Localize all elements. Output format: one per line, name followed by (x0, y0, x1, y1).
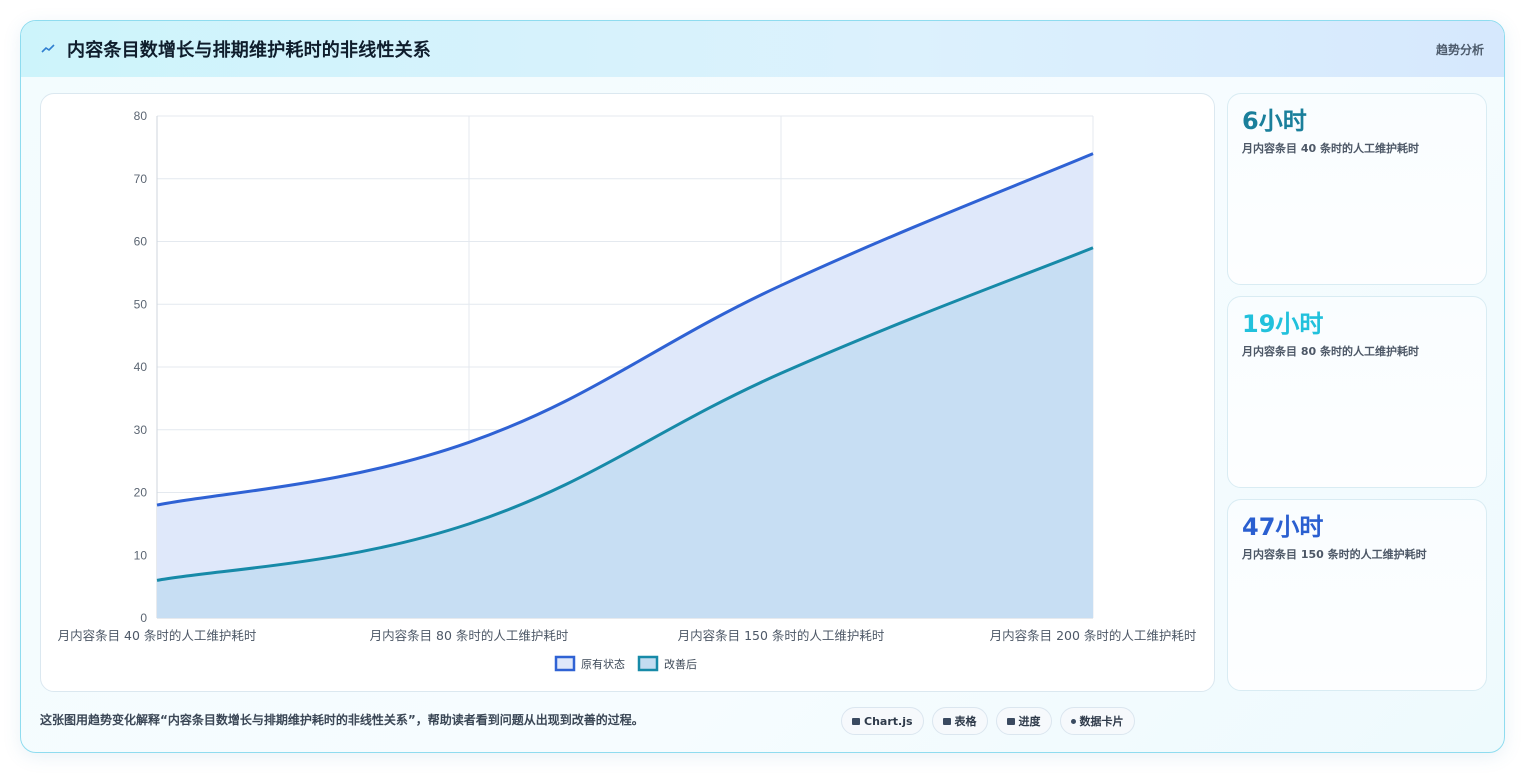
y-tick-label: 70 (134, 172, 148, 186)
y-tick-label: 50 (134, 297, 148, 311)
y-tick-label: 20 (134, 486, 148, 500)
chart-description: 这张图用趋势变化解释“内容条目数增长与排期维护耗时的非线性关系”，帮助读者看到问… (40, 713, 644, 727)
tech-chips: Chart.js 表格 进度 数据卡片 (841, 707, 1135, 735)
y-tick-label: 80 (134, 109, 148, 123)
header-tag: 趋势分析 (1435, 43, 1484, 57)
stat-label: 月内容条目 40 条时的人工维护耗时 (1242, 142, 1419, 155)
chart-area: 0 10 20 30 40 50 60 70 80 月内容条目 40 条时的人工维护耗时 月内容条目… (40, 93, 1215, 692)
chip-chartjs[interactable]: Chart.js (841, 707, 924, 735)
stat-card-1: 6小时 月内容条目 40 条时的人工维护耗时 (1227, 93, 1487, 285)
chip-label: 表格 (954, 715, 977, 728)
legend-label: 改善后 (664, 657, 697, 671)
stat-card-2: 19小时 月内容条目 80 条时的人工维护耗时 (1227, 296, 1487, 488)
x-tick-label: 月内容条目 80 条时的人工维护耗时 (370, 628, 569, 643)
chart-card: 内容条目数增长与排期维护耗时的非线性关系 趋势分析 0 10 20 30 40 50 60 7… (20, 20, 1505, 753)
y-tick-label: 10 (134, 548, 148, 562)
chip-label: 进度 (1018, 715, 1041, 728)
series-line-1 (156, 152, 1094, 507)
y-tick-label: 60 (134, 235, 148, 249)
chart-icon (852, 717, 860, 725)
table-icon (942, 717, 951, 725)
chip-label: Chart.js (864, 714, 913, 728)
chip-progress[interactable]: 进度 (995, 707, 1052, 735)
card-header: 内容条目数增长与排期维护耗时的非线性关系 趋势分析 (21, 21, 1504, 77)
stat-label: 月内容条目 80 条时的人工维护耗时 (1242, 345, 1419, 358)
area-chart: 0 10 20 30 40 50 60 70 80 月内容条目 40 条时的人工维护耗时 月内容条目… (58, 109, 1197, 672)
chip-label: 数据卡片 (1079, 715, 1124, 728)
chip-data-card[interactable]: 数据卡片 (1059, 707, 1135, 735)
trend-icon (41, 41, 57, 57)
legend-label: 原有状态 (581, 657, 625, 671)
progress-icon (1006, 717, 1015, 725)
page-title: 内容条目数增长与排期维护耗时的非线性关系 (67, 40, 431, 61)
card-icon (1070, 718, 1076, 724)
series-line-2 (156, 246, 1094, 582)
y-tick-label: 30 (134, 423, 148, 437)
stat-value: 47小时 (1242, 513, 1324, 541)
legend-swatch (637, 655, 659, 672)
x-tick-label: 月内容条目 200 条时的人工维护耗时 (990, 628, 1197, 643)
stat-value: 6小时 (1242, 107, 1307, 135)
x-tick-label: 月内容条目 150 条时的人工维护耗时 (678, 628, 885, 643)
stat-card-3: 47小时 月内容条目 150 条时的人工维护耗时 (1227, 499, 1487, 691)
legend-swatch (554, 655, 576, 672)
stat-value: 19小时 (1242, 310, 1324, 338)
x-tick-label: 月内容条目 40 条时的人工维护耗时 (58, 628, 257, 643)
y-tick-label: 40 (134, 360, 148, 374)
chip-table[interactable]: 表格 (931, 707, 988, 735)
stat-label: 月内容条目 150 条时的人工维护耗时 (1242, 548, 1427, 561)
y-tick-label: 0 (140, 611, 147, 625)
